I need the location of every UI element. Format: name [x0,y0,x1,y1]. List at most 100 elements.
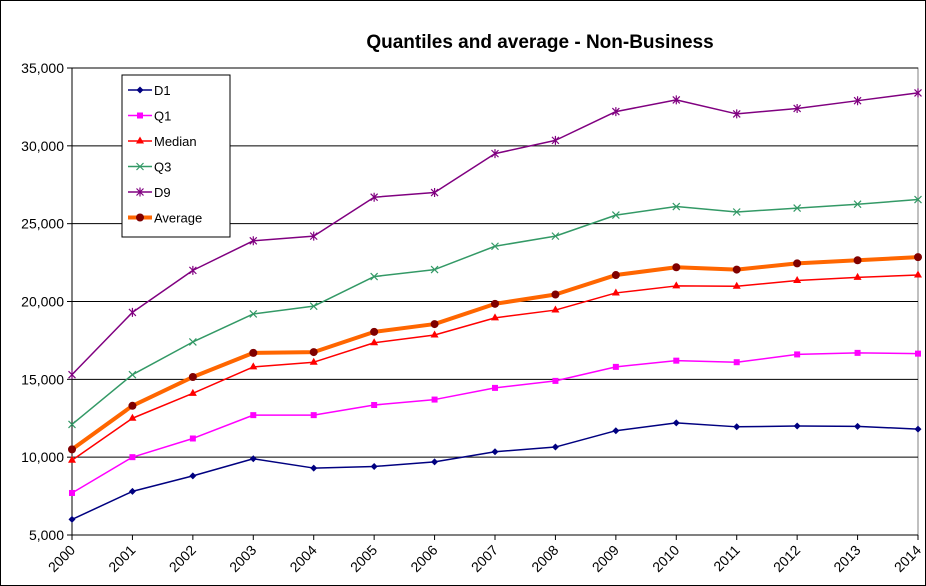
x-tick-label: 2005 [347,542,380,575]
series-average [68,253,922,454]
series-q1 [69,349,921,496]
x-tick-label: 2003 [226,542,259,575]
data-point [128,307,137,317]
data-point [136,187,144,197]
x-tick-label: 2000 [45,542,78,575]
data-point [491,299,499,308]
data-point [430,320,439,329]
data-point [128,413,137,421]
data-point [732,208,741,216]
series-line [70,255,919,452]
data-point [249,310,258,318]
data-point [309,348,318,357]
data-point [794,351,801,358]
y-tick-label: 10,000 [21,449,64,465]
legend-item: D1 [128,83,171,98]
data-point [188,372,197,381]
series-d9 [68,88,922,380]
data-point [853,256,862,265]
x-tick-label: 2007 [468,542,501,575]
data-point [793,103,802,113]
legend-item: Q1 [128,109,171,124]
x-tick-label: 2010 [649,542,682,575]
legend-label: D9 [154,185,171,200]
series-d1 [68,419,922,523]
legend-box [121,74,231,238]
data-point [673,357,680,364]
data-point [551,305,560,313]
data-point [914,270,922,278]
x-axis: 2000 2001 2002 2003 2004 2005 2006 2007 2008 2009… [45,534,924,575]
data-point [129,454,136,461]
data-point [430,330,439,338]
data-point [491,448,499,456]
x-tick-label: 2011 [710,542,743,575]
y-tick-label: 25,000 [21,216,64,232]
data-point [188,338,197,346]
data-point [128,370,137,379]
data-point [309,357,318,365]
data-point [733,359,740,366]
data-point [136,162,144,171]
data-point [68,515,76,523]
data-point [914,253,922,262]
data-point [431,458,439,466]
data-point [672,281,681,289]
y-tick-label: 35,000 [21,60,64,76]
data-point [853,96,862,106]
data-point [250,412,257,419]
data-point [430,265,439,274]
data-point [68,420,76,429]
x-tick-label: 2009 [589,542,622,575]
legend-label: Median [154,134,197,149]
data-point [733,423,741,431]
data-point [672,419,680,427]
data-point [370,338,379,346]
legend: D1 Q1 Median Q3 D9 Average [121,74,231,238]
data-point [136,86,144,94]
x-tick-label: 2006 [407,542,440,575]
data-point [249,348,258,357]
data-point [430,188,439,198]
data-point [69,489,75,496]
legend-label: Q1 [154,109,171,124]
legend-item: D9 [128,185,171,200]
y-tick-label: 30,000 [21,138,64,154]
series-median [68,270,922,463]
data-point [249,236,258,246]
data-point [914,88,922,98]
x-tick-label: 2004 [286,542,319,575]
y-axis: 5,000 10,000 15,000 20,000 25,000 30,000 35,00… [21,60,73,543]
data-point [491,313,499,321]
data-point [249,455,257,463]
data-point [612,427,620,435]
data-point [371,402,378,409]
x-tick-label: 2001 [105,542,138,575]
data-point [189,435,196,442]
data-point [370,192,379,202]
data-point [136,136,144,144]
data-point [309,231,318,241]
data-point [551,232,560,241]
data-point [854,422,862,430]
data-point [551,290,560,299]
data-point [853,272,862,280]
data-point [793,422,801,430]
data-point [137,112,143,119]
y-tick-label: 20,000 [21,294,64,310]
data-point [68,445,76,454]
legend-label: Average [154,211,202,226]
data-point [370,463,378,471]
legend-item: Average [128,211,202,226]
data-point [370,327,379,336]
data-point [188,388,197,396]
data-point [68,370,76,380]
x-tick-label: 2014 [891,542,924,575]
data-point [914,195,922,204]
data-point [310,464,318,472]
data-point [370,272,379,281]
data-point [431,396,438,403]
chart-title: Quantiles and average - Non-Business [366,32,713,53]
data-point [188,265,197,275]
